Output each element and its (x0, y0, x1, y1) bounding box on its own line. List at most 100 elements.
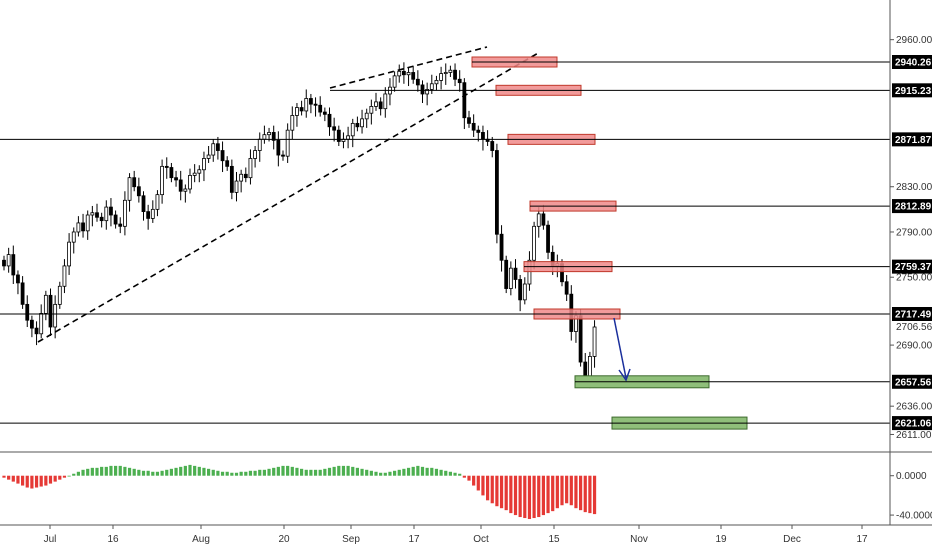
oscillator-bar (34, 475, 39, 488)
oscillator-bar (123, 466, 127, 476)
candle-body (174, 177, 178, 181)
oscillator-bar (76, 471, 80, 476)
oscillator-bar (323, 468, 327, 476)
oscillator-bar (472, 475, 476, 486)
candle-body (234, 180, 239, 193)
level-lines (0, 61, 890, 424)
projection-arrowhead (618, 368, 631, 382)
oscillator-bar (276, 466, 280, 476)
candle-body (6, 254, 11, 267)
oscillator-bar (86, 468, 90, 476)
oscillator-bar (383, 472, 387, 476)
candle-body (434, 79, 439, 85)
oscillator-bar (434, 468, 439, 476)
candle-body (281, 154, 285, 157)
oscillator-bar (11, 475, 15, 482)
candle-body (248, 158, 253, 179)
candle-body (392, 75, 397, 88)
oscillator-bar (560, 475, 564, 506)
candle-body (169, 167, 174, 179)
oscillator-bar (444, 470, 448, 476)
candle-body (267, 132, 271, 136)
oscillator-bar (290, 466, 294, 476)
oscillator-bar (253, 470, 257, 476)
x-tick-label: 15 (548, 534, 560, 545)
candles-layer (2, 62, 597, 389)
candle-body (448, 69, 453, 73)
candle-body (499, 233, 504, 261)
y-tick-label: 2690.00 (896, 341, 932, 352)
oscillator-bar (281, 465, 285, 476)
candle-body (225, 160, 230, 167)
candle-body (546, 224, 550, 253)
oscillator-bar (369, 470, 373, 476)
candle-body (513, 267, 518, 280)
candle-body (476, 129, 481, 133)
oscillator-bar (513, 475, 518, 516)
oscillator-bar (425, 467, 429, 476)
candle-body (48, 294, 53, 328)
trend-channel (37, 46, 541, 343)
oscillator-bar (341, 465, 346, 476)
candle-body (43, 294, 48, 314)
oscillator-bar (48, 475, 53, 484)
candle-body (360, 118, 364, 128)
level-badge (892, 259, 932, 274)
candle-body (2, 259, 6, 267)
oscillator-bar (406, 467, 411, 476)
candle-body (132, 177, 137, 188)
x-tick-label: Nov (630, 534, 648, 545)
level-badge (892, 83, 932, 98)
candle-body (490, 141, 495, 151)
oscillator-bar (551, 475, 555, 512)
level-badge-label: 2871.87 (895, 135, 932, 146)
level-badge-label: 2915.23 (895, 86, 932, 97)
oscillator-bar (486, 475, 490, 501)
level-badge (892, 199, 932, 214)
oscillator-bar (579, 475, 583, 511)
oscillator-bar (286, 465, 290, 476)
oscillator-bar (318, 469, 322, 476)
y-tick-label: 2960.00 (896, 35, 932, 46)
candle-body (20, 282, 25, 305)
candle-body (290, 115, 295, 131)
x-tick-label: Oct (473, 534, 489, 545)
candle-body (383, 93, 388, 110)
oscillator-bar (518, 475, 522, 518)
oscillator-bar (592, 475, 597, 515)
level-badge-label: 2657.56 (895, 377, 932, 388)
candle-body (16, 274, 20, 284)
candle-body (504, 259, 509, 289)
candle-body (257, 138, 262, 151)
candle-body (327, 113, 332, 128)
candle-body (285, 129, 290, 157)
candle-body (592, 326, 597, 357)
oscillator-bar (346, 465, 350, 476)
level-badge-label: 2940.26 (895, 58, 932, 69)
oscillator-bar (379, 472, 383, 476)
oscillator-bar (476, 475, 480, 491)
candle-body (313, 103, 318, 106)
oscillator-bar (402, 468, 406, 476)
oscillator-bar (411, 466, 415, 476)
oscillator-bar (388, 471, 392, 476)
oscillator-bar (72, 473, 76, 476)
oscillator-bar (132, 468, 136, 476)
candle-body (141, 195, 146, 213)
candle-body (564, 281, 569, 295)
candle-body (90, 212, 95, 216)
oscillator-bar (230, 472, 234, 476)
oscillator-bar (527, 475, 532, 520)
level-badge-label: 2759.37 (895, 262, 932, 273)
oscillator-bar (416, 465, 420, 476)
oscillator-bar (174, 467, 178, 476)
oscillator-bar (179, 466, 183, 476)
level-badge (892, 307, 932, 321)
candle-body (206, 154, 211, 159)
candle-body (336, 129, 341, 142)
candle-body (62, 265, 67, 287)
oscillator-bar (267, 468, 271, 476)
candle-body (415, 78, 420, 86)
oscillator-bar (155, 471, 160, 476)
